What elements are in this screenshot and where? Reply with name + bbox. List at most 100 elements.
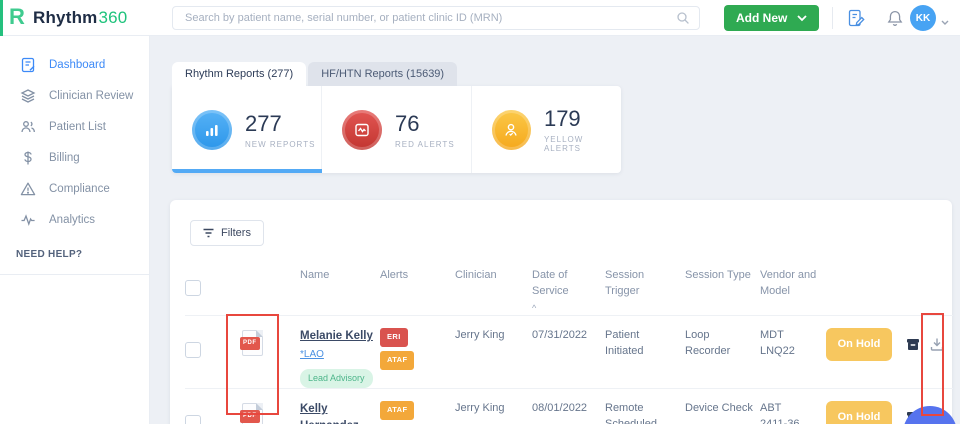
bar-chart-icon	[192, 109, 232, 150]
table-row: PDF Melanie Kelly *LAO Lead Advisory ERI…	[185, 316, 953, 389]
stat-value: 76	[395, 110, 420, 136]
avatar-initials: KK	[915, 12, 931, 24]
sidebar-item-analytics[interactable]: Analytics	[0, 204, 149, 235]
date-cell: 08/01/2022	[532, 401, 588, 414]
sidebar-nav: Dashboard Clinician Review Patient List …	[0, 36, 150, 424]
col-pdf	[225, 256, 300, 315]
notes-icon[interactable]	[845, 7, 867, 29]
sidebar-label: Compliance	[49, 182, 110, 195]
sidebar-item-billing[interactable]: Billing	[0, 142, 149, 173]
monitor-waveform-icon	[342, 109, 382, 150]
col-session-type[interactable]: Session Type	[685, 269, 751, 281]
lead-advisory-tag: Lead Advisory	[300, 368, 373, 388]
stat-red-alerts[interactable]: 76 RED ALERTS	[321, 86, 471, 173]
stat-yellow-alerts[interactable]: 179 YELLOW ALERTS	[471, 86, 621, 173]
avatar-chevron-down-icon[interactable]	[941, 13, 949, 31]
select-all-checkbox[interactable]	[185, 280, 201, 296]
tab-rhythm-reports[interactable]: Rhythm Reports (277)	[172, 62, 307, 86]
archive-icon[interactable]	[905, 316, 925, 388]
col-name[interactable]: Name	[300, 269, 330, 281]
col-clinician[interactable]: Clinician	[455, 269, 497, 281]
sidebar-label: Billing	[49, 151, 80, 164]
sidebar-item-patient-list[interactable]: Patient List	[0, 111, 149, 142]
sidebar-item-clinician-review[interactable]: Clinician Review	[0, 80, 149, 111]
global-search[interactable]	[172, 6, 700, 30]
search-input[interactable]	[173, 12, 676, 24]
sidebar-label: Analytics	[49, 213, 96, 226]
reports-table: Name Alerts Clinician Date of Service ^ …	[185, 256, 953, 424]
pdf-file-icon[interactable]: PDF	[240, 329, 263, 356]
patient-name-link[interactable]: Melanie Kelly	[300, 329, 373, 342]
session-trigger-cell: Patient Initiated	[605, 328, 644, 357]
filter-icon	[203, 228, 214, 238]
table-row: PDF Kelly Hernandez * No OAC ATAF SVT AT…	[185, 389, 953, 424]
report-tabs: Rhythm Reports (277) HF/HTN Reports (156…	[172, 62, 458, 86]
col-date-label: Date of Service	[532, 269, 569, 297]
table-header-row: Name Alerts Clinician Date of Service ^ …	[185, 256, 953, 316]
row-checkbox[interactable]	[185, 341, 201, 358]
col-status	[826, 256, 905, 315]
model: 2411-360	[760, 417, 800, 424]
stat-label: YELLOW ALERTS	[543, 135, 584, 153]
sidebar-item-dashboard[interactable]: Dashboard	[0, 49, 149, 80]
vendor-model-cell: MDT LNQ22	[760, 316, 826, 388]
main-content: Rhythm Reports (277) HF/HTN Reports (156…	[150, 36, 960, 424]
patient-name-link[interactable]: Kelly Hernandez	[300, 402, 359, 424]
clinician-cell: Jerry King	[455, 401, 505, 414]
sidebar-divider	[0, 274, 149, 275]
user-avatar[interactable]: KK	[910, 5, 936, 31]
filters-button[interactable]: Filters	[190, 220, 264, 246]
notifications-bell-icon[interactable]	[884, 7, 906, 29]
session-trigger-cell: Remote Scheduled	[605, 401, 657, 424]
model: LNQ22	[760, 344, 795, 357]
row-checkbox[interactable]	[185, 414, 201, 424]
vendor-model-cell: ABT 2411-360	[760, 389, 826, 424]
col-alerts[interactable]: Alerts	[380, 269, 409, 281]
topbar-divider	[832, 7, 833, 29]
brand-word-secondary: 360	[98, 8, 128, 27]
sidebar-label: Clinician Review	[49, 89, 134, 102]
add-new-button[interactable]: Add New	[724, 5, 820, 31]
col-date-of-service[interactable]: Date of Service ^	[532, 256, 605, 315]
tab-hf-htn-reports[interactable]: HF/HTN Reports (15639)	[308, 62, 458, 86]
alert-badge: ATAF	[380, 400, 415, 420]
status-on-hold-button[interactable]: On Hold	[826, 327, 892, 361]
status-on-hold-button[interactable]: On Hold	[826, 400, 892, 424]
warning-triangle-icon	[20, 182, 36, 195]
dollar-icon	[24, 151, 32, 164]
need-help-label[interactable]: NEED HELP?	[16, 249, 83, 260]
date-cell: 07/31/2022	[532, 328, 588, 341]
sidebar-item-compliance[interactable]: Compliance	[0, 173, 149, 204]
top-bar: R Rhythm360 Add New	[0, 0, 960, 36]
chevron-down-icon	[797, 14, 807, 21]
filters-label: Filters	[221, 227, 251, 239]
sidebar-label: Dashboard	[49, 58, 106, 71]
page-fold	[256, 402, 263, 410]
page-fold	[256, 329, 263, 337]
col-session-trigger[interactable]: Session Trigger	[605, 269, 645, 297]
active-stat-indicator	[172, 169, 322, 173]
patients-icon	[21, 120, 35, 132]
brand-accent-strip	[0, 0, 3, 36]
stat-label: RED ALERTS	[395, 139, 455, 149]
col-vendor-model[interactable]: Vendor and Model	[760, 269, 817, 297]
session-type-cell: Loop Recorder	[685, 328, 731, 357]
stat-value: 179	[543, 106, 581, 131]
patient-sub-link[interactable]: *LAO	[300, 348, 324, 360]
alert-badge: ATAF	[380, 350, 415, 370]
dashboard-icon	[21, 57, 35, 72]
stat-new-reports[interactable]: 277 NEW REPORTS	[172, 86, 321, 173]
stats-summary-card: 277 NEW REPORTS 76 RED ALERTS	[172, 86, 621, 173]
brand-logo-icon: R	[9, 4, 25, 29]
vendor: MDT	[760, 328, 784, 341]
sidebar-label: Patient List	[49, 120, 106, 133]
brand-logo-text: Rhythm360	[33, 8, 127, 28]
search-icon	[676, 11, 690, 25]
clinician-cell: Jerry King	[455, 328, 505, 341]
col-archive	[905, 256, 925, 315]
sort-asc-icon[interactable]: ^	[532, 302, 537, 313]
col-download	[925, 256, 953, 315]
annotation-box-pdf-column	[226, 314, 279, 415]
brand-word-primary: Rhythm	[33, 8, 98, 27]
